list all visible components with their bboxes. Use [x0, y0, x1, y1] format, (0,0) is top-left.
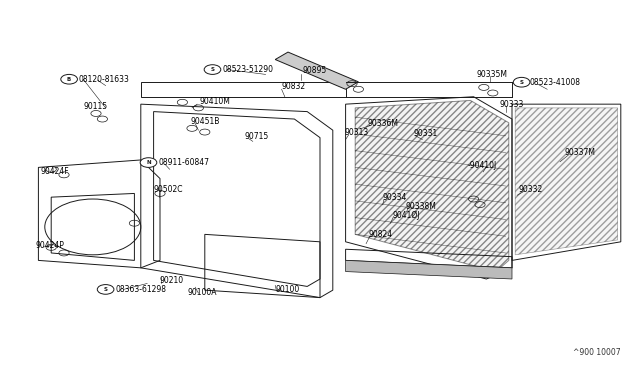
- Text: 08523-41008: 08523-41008: [530, 78, 581, 87]
- Text: -90410J: -90410J: [467, 161, 497, 170]
- Circle shape: [140, 158, 157, 167]
- Text: 90451B: 90451B: [191, 117, 220, 126]
- Text: 9041ØJ: 9041ØJ: [393, 211, 420, 219]
- Text: 90715: 90715: [244, 132, 269, 141]
- Polygon shape: [346, 260, 512, 279]
- Text: ^900 10007: ^900 10007: [573, 348, 621, 357]
- Text: 90115: 90115: [84, 102, 108, 111]
- Text: 90331: 90331: [413, 129, 438, 138]
- Text: 90210: 90210: [160, 276, 184, 285]
- Text: 90100A: 90100A: [188, 288, 217, 296]
- Text: 90335M: 90335M: [477, 70, 508, 79]
- Text: 90100: 90100: [275, 285, 300, 294]
- Text: 90313: 90313: [344, 128, 369, 137]
- Text: 90336M: 90336M: [367, 119, 398, 128]
- Text: 90502C: 90502C: [154, 185, 183, 194]
- Text: S: S: [520, 80, 524, 85]
- Text: 90333: 90333: [499, 100, 524, 109]
- Text: S: S: [104, 287, 108, 292]
- Text: 90424P: 90424P: [36, 241, 65, 250]
- Text: 90832: 90832: [282, 82, 306, 91]
- Circle shape: [513, 77, 530, 87]
- Circle shape: [97, 285, 114, 294]
- Circle shape: [61, 74, 77, 84]
- Text: 90424F: 90424F: [40, 167, 69, 176]
- Text: 90334: 90334: [383, 193, 407, 202]
- Text: 90337M: 90337M: [564, 148, 595, 157]
- Text: 90410M: 90410M: [200, 97, 230, 106]
- Text: 08911-60847: 08911-60847: [159, 158, 210, 167]
- Circle shape: [204, 65, 221, 74]
- Polygon shape: [275, 52, 358, 89]
- Text: N: N: [146, 160, 151, 165]
- Text: 90338M: 90338M: [406, 202, 436, 211]
- Text: S: S: [211, 67, 214, 72]
- Text: 90332: 90332: [518, 185, 543, 194]
- Text: 90895: 90895: [303, 66, 327, 75]
- Text: 08523-51290: 08523-51290: [223, 65, 274, 74]
- Text: B: B: [67, 77, 71, 82]
- Text: 08120-81633: 08120-81633: [78, 75, 129, 84]
- Text: 08363-61298: 08363-61298: [116, 285, 167, 294]
- Polygon shape: [355, 100, 509, 272]
- Text: 90824: 90824: [369, 230, 393, 239]
- Polygon shape: [515, 108, 618, 255]
